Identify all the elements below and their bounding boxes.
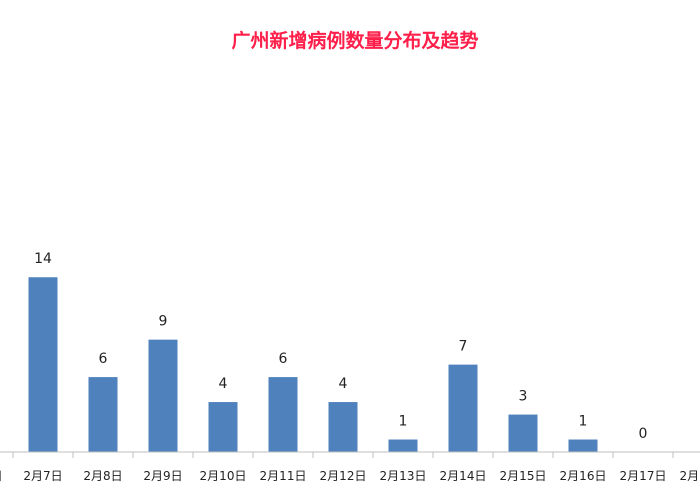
bar-3: [88, 377, 118, 452]
x-tick-label-11: 2月16日: [560, 469, 607, 483]
data-label-4: 9: [159, 314, 168, 330]
x-tick-label-10: 2月15日: [500, 469, 547, 483]
x-tick-label-12: 2月17日: [620, 469, 667, 483]
chart-title: 广州新增病例数量分布及趋势: [231, 29, 478, 52]
bar-11: [568, 439, 598, 452]
bar-8: [388, 439, 418, 452]
data-labels-group: 29146946417310: [34, 251, 648, 442]
data-label-12: 0: [639, 426, 648, 442]
data-label-11: 1: [579, 414, 588, 430]
bar-2: [28, 277, 58, 452]
data-label-5: 4: [219, 376, 228, 392]
data-label-6: 6: [279, 351, 288, 367]
bar-9: [448, 364, 478, 452]
x-tick-label-4: 2月9日: [143, 469, 182, 483]
bar-7: [328, 402, 358, 452]
data-label-9: 7: [459, 339, 468, 355]
data-label-8: 1: [399, 414, 408, 430]
x-tick-label-8: 2月13日: [380, 469, 427, 483]
data-label-7: 4: [339, 376, 348, 392]
x-tick-label-5: 2月10日: [200, 469, 247, 483]
data-label-10: 3: [519, 389, 528, 405]
bar-5: [208, 402, 238, 452]
x-tick-label-2: 2月7日: [23, 469, 62, 483]
x-tick-label-13: 2月18日: [680, 469, 700, 483]
x-tick-label-7: 2月12日: [320, 469, 367, 483]
x-tick-label-3: 2月8日: [83, 469, 122, 483]
bars-group: [28, 277, 598, 452]
x-ticks-group: 2月6日 2月7日 2月8日 2月9日 2月10日 2月11日 2月12日 2月13日 2月14…: [0, 452, 700, 483]
bar-6: [268, 377, 298, 452]
data-label-2: 14: [34, 251, 52, 267]
data-label-3: 6: [99, 351, 108, 367]
bar-10: [508, 414, 538, 452]
x-tick-label-9: 2月14日: [440, 469, 487, 483]
bar-4: [148, 339, 178, 452]
x-tick-label-6: 2月11日: [260, 469, 307, 483]
x-tick-label-1: 2月6日: [0, 469, 3, 483]
